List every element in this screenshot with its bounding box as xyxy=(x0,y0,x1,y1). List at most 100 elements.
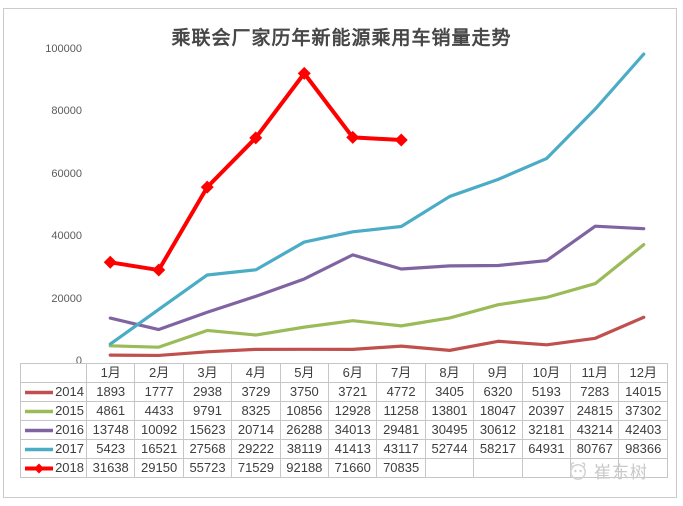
value-cell: 29222 xyxy=(231,439,281,459)
value-cell: 34013 xyxy=(328,420,378,440)
month-header-cell: 6月 xyxy=(328,363,378,383)
table-header-row: 1月 2月 3月 4月 5月 6月 7月 8月 9月 10月 11月 12月 xyxy=(20,363,668,383)
month-header-cell: 8月 xyxy=(424,363,475,383)
month-header-cell: 3月 xyxy=(182,363,233,383)
value-cell: 4861 xyxy=(85,401,136,421)
y-axis-tick-label: 40000 xyxy=(51,230,82,243)
month-header-cell: 2月 xyxy=(134,363,184,383)
y-axis-tick-label: 80000 xyxy=(51,105,82,118)
watermark-logo-icon xyxy=(570,461,586,480)
legend-key-icon-2014 xyxy=(25,390,53,394)
legend-key-icon-2017 xyxy=(25,447,53,451)
value-cell: 5193 xyxy=(521,382,572,402)
value-cell: 98366 xyxy=(618,439,668,459)
month-header-cell: 1月 xyxy=(85,363,136,383)
value-cell: 3721 xyxy=(328,382,378,402)
value-cell: 10856 xyxy=(279,401,330,421)
value-cell: 32181 xyxy=(521,420,572,440)
value-cell xyxy=(473,458,523,478)
legend-key-icon-2015 xyxy=(25,409,53,413)
series-line-2018 xyxy=(108,71,404,273)
value-cell: 30612 xyxy=(473,420,523,440)
value-cell: 29150 xyxy=(134,458,184,478)
legend-cell-2015: 2015 xyxy=(20,401,87,421)
value-cell: 55723 xyxy=(182,458,233,478)
value-cell: 20397 xyxy=(521,401,572,421)
value-cell: 41413 xyxy=(328,439,378,459)
value-cell xyxy=(424,458,475,478)
data-point-marker-2018 xyxy=(297,66,311,80)
month-header-cell: 5月 xyxy=(279,363,330,383)
value-cell: 13801 xyxy=(424,401,475,421)
y-axis-tick-label: 100000 xyxy=(45,43,82,55)
value-cell: 13748 xyxy=(85,420,136,440)
value-cell: 1893 xyxy=(85,382,136,402)
table-corner-cell xyxy=(20,363,87,383)
value-cell: 80767 xyxy=(570,439,620,459)
data-point-marker-2018 xyxy=(394,133,408,147)
value-cell: 18047 xyxy=(473,401,523,421)
value-cell: 38119 xyxy=(279,439,330,459)
month-header-cell: 4月 xyxy=(231,363,281,383)
value-cell: 29481 xyxy=(376,420,426,440)
legend-year-label: 2015 xyxy=(55,403,84,418)
value-cell: 3729 xyxy=(231,382,281,402)
watermark-text: 崔东树 xyxy=(594,463,648,482)
value-cell: 12928 xyxy=(328,401,378,421)
y-axis-tick-label: 0 xyxy=(75,355,82,367)
data-point-marker-2018 xyxy=(103,255,117,269)
legend-cell-2016: 2016 xyxy=(20,420,87,440)
data-point-marker-2018 xyxy=(249,131,263,145)
value-cell xyxy=(521,458,572,478)
value-cell: 64931 xyxy=(521,439,572,459)
y-axis-tick-label: 20000 xyxy=(51,292,82,305)
value-cell: 43214 xyxy=(570,420,620,440)
legend-cell-2018: 2018 xyxy=(20,458,87,478)
value-cell: 92188 xyxy=(279,458,330,478)
value-cell: 9791 xyxy=(182,401,233,421)
value-cell: 5423 xyxy=(85,439,136,459)
legend-year-label: 2016 xyxy=(55,422,84,437)
value-cell: 3405 xyxy=(424,382,475,402)
value-cell: 37302 xyxy=(618,401,668,421)
value-cell: 7283 xyxy=(570,382,620,402)
data-point-marker-2018 xyxy=(152,263,166,277)
value-cell: 24815 xyxy=(570,401,620,421)
value-cell: 3750 xyxy=(279,382,330,402)
legend-cell-2017: 2017 xyxy=(20,439,87,459)
value-cell: 6320 xyxy=(473,382,523,402)
value-cell: 11258 xyxy=(376,401,426,421)
value-cell: 8325 xyxy=(231,401,281,421)
value-cell: 43117 xyxy=(376,439,426,459)
data-point-marker-2018 xyxy=(200,180,214,194)
legend-year-label: 2018 xyxy=(55,460,84,475)
value-cell: 14015 xyxy=(618,382,668,402)
month-header-cell: 9月 xyxy=(473,363,523,383)
y-axis-tick-label: 60000 xyxy=(51,167,82,180)
value-cell: 71529 xyxy=(231,458,281,478)
month-header-cell: 12月 xyxy=(618,363,668,383)
month-header-cell: 7月 xyxy=(376,363,426,383)
data-table: 1月 2月 3月 4月 5月 6月 7月 8月 9月 10月 11月 12月 2014 1893 1777 2… xyxy=(20,363,668,478)
data-point-marker-2018 xyxy=(346,130,360,144)
chart-title: 乘联会厂家历年新能源乘用车销量走势 xyxy=(171,28,512,49)
value-cell: 52744 xyxy=(424,439,475,459)
value-cell: 1777 xyxy=(134,382,184,402)
month-header-cell: 11月 xyxy=(570,363,620,383)
value-cell: 4772 xyxy=(376,382,426,402)
table-row-2017: 2017 5423 16521 27568 29222 38119 41413 43117 52… xyxy=(20,439,668,459)
value-cell: 20714 xyxy=(231,420,281,440)
table-row-2014: 2014 1893 1777 2938 3729 3750 3721 4772 3405 6320… xyxy=(20,382,668,402)
legend-key-icon-2016 xyxy=(25,428,53,432)
legend-key-icon-2018 xyxy=(25,463,53,473)
value-cell: 16521 xyxy=(134,439,184,459)
value-cell: 58217 xyxy=(473,439,523,459)
series-line-2016 xyxy=(108,224,646,332)
value-cell: 30495 xyxy=(424,420,475,440)
series-line-2015 xyxy=(108,243,646,349)
value-cell: 15623 xyxy=(182,420,233,440)
value-cell: 26288 xyxy=(279,420,330,440)
series-line-2014 xyxy=(108,315,646,358)
value-cell: 70835 xyxy=(376,458,426,478)
